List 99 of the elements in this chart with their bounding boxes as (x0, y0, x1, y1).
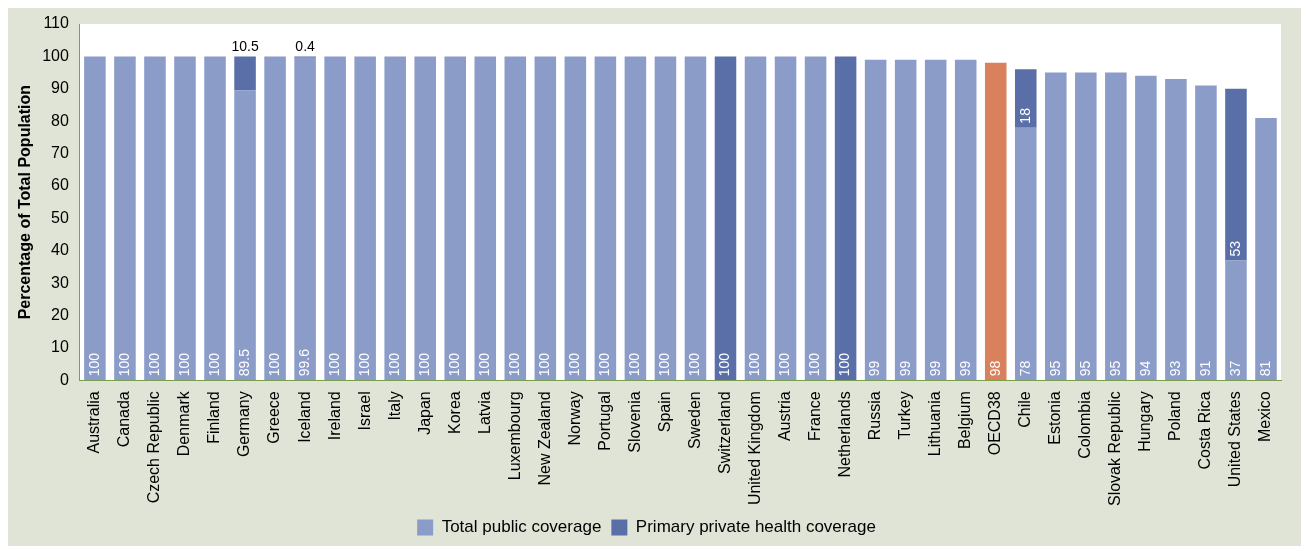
x-tick-label: Greece (265, 391, 283, 444)
x-tick-label: United States (1226, 391, 1244, 488)
x-tick-label: Spain (655, 391, 673, 433)
y-tick-label: 80 (51, 111, 69, 129)
x-tick-label: Austria (775, 391, 793, 442)
data-label: 100 (446, 352, 463, 377)
data-label: 93 (1166, 360, 1183, 377)
data-label: 99 (926, 360, 943, 377)
y-tick-label: 10 (51, 338, 69, 356)
data-label: 78 (1016, 360, 1033, 377)
x-tick-label: Iceland (295, 391, 313, 443)
x-tick-label: Sweden (685, 391, 703, 450)
y-tick-label: 90 (51, 79, 69, 97)
x-tick-label: Norway (565, 391, 583, 446)
x-tick-label: Turkey (896, 391, 914, 440)
x-tick-label: Latvia (475, 391, 493, 434)
x-tick-label: Costa Rica (1196, 391, 1214, 470)
y-tick-label: 20 (51, 305, 69, 323)
data-label: 100 (566, 352, 583, 377)
x-tick-label: Czech Republic (145, 391, 163, 504)
data-label: 99 (896, 360, 913, 377)
data-label: 100 (175, 352, 192, 377)
data-label: 100 (836, 352, 853, 377)
data-label: 18 (1016, 107, 1033, 124)
x-tick-label: OECD38 (986, 391, 1004, 456)
x-tick-label: Australia (85, 391, 103, 454)
x-tick-label: Colombia (1076, 391, 1094, 459)
data-label: 99 (956, 360, 973, 377)
data-label: 100 (416, 352, 433, 377)
data-label: 100 (145, 352, 162, 377)
data-label: 95 (1106, 360, 1123, 377)
data-label: 37 (1226, 360, 1243, 377)
x-tick-label: Luxembourg (505, 391, 523, 481)
x-tick-label: Chile (1016, 391, 1034, 428)
y-tick-label: 110 (43, 14, 69, 32)
data-label: 100 (596, 352, 613, 377)
data-label: 99 (866, 360, 883, 377)
data-label: 99.6 (295, 348, 312, 377)
x-tick-label: Netherlands (836, 391, 854, 478)
data-label: 98 (986, 360, 1003, 377)
data-label: 53 (1226, 240, 1243, 257)
x-tick-label: Slovenia (625, 391, 643, 453)
data-label: 95 (1046, 360, 1063, 377)
data-label: 100 (506, 352, 523, 377)
data-label: 91 (1196, 360, 1213, 377)
data-label: 95 (1076, 360, 1093, 377)
x-tick-label: Germany (235, 391, 253, 458)
y-tick-label: 30 (51, 273, 69, 291)
x-tick-label: France (805, 391, 823, 442)
x-tick-label: Belgium (956, 391, 974, 450)
x-tick-label: Denmark (175, 390, 193, 457)
data-label: 100 (356, 352, 373, 377)
data-label: 89.5 (235, 348, 252, 377)
y-tick-label: 40 (51, 241, 69, 259)
x-tick-label: Israel (355, 391, 373, 431)
x-tick-label: Japan (415, 391, 433, 435)
data-label: 100 (325, 352, 342, 377)
x-tick-label: United Kingdom (745, 391, 763, 506)
data-label: 100 (115, 352, 132, 377)
x-tick-label: Canada (115, 391, 133, 448)
y-tick-label: 0 (59, 370, 69, 388)
x-tick-label: Switzerland (715, 391, 733, 474)
x-tick-label: Slovak Republic (1106, 391, 1124, 507)
data-label: 100 (205, 352, 222, 377)
data-label: 100 (686, 352, 703, 377)
x-tick-label: Mexico (1256, 391, 1274, 442)
data-label: 100 (776, 352, 793, 377)
x-tick-label: Korea (445, 391, 463, 434)
x-tick-label: Russia (866, 391, 884, 441)
y-tick-label: 70 (51, 143, 69, 161)
x-tick-label: Italy (385, 391, 403, 421)
data-label: 0.4 (295, 38, 316, 55)
data-label: 100 (716, 352, 733, 377)
data-label: 81 (1256, 360, 1273, 377)
data-label: 100 (265, 352, 282, 377)
x-tick-label: New Zealand (535, 391, 553, 486)
x-tick-label: Finland (205, 391, 223, 444)
legend-label: Total public coverage (441, 517, 602, 537)
x-tick-label: Hungary (1136, 391, 1154, 452)
y-tick-label: 50 (51, 208, 69, 226)
x-tick-label: Ireland (325, 391, 343, 441)
legend-label: Primary private health coverage (635, 517, 876, 537)
data-label: 100 (746, 352, 763, 377)
data-label: 100 (386, 352, 403, 377)
y-tick-label: 60 (51, 176, 69, 194)
x-tick-label: Estonia (1046, 391, 1064, 445)
data-label: 94 (1136, 360, 1153, 377)
data-label: 100 (476, 352, 493, 377)
data-label: 100 (656, 352, 673, 377)
data-label: 100 (806, 352, 823, 377)
x-tick-label: Lithuania (926, 391, 944, 457)
x-tick-label: Portugal (595, 391, 613, 451)
y-axis-title: Percentage of Total Population (16, 84, 34, 320)
data-label: 100 (536, 352, 553, 377)
x-tick-label: Poland (1166, 391, 1184, 442)
data-label: 100 (85, 352, 102, 377)
data-label: 10.5 (231, 38, 259, 55)
y-tick-label: 100 (42, 46, 69, 64)
data-label: 100 (626, 352, 643, 377)
